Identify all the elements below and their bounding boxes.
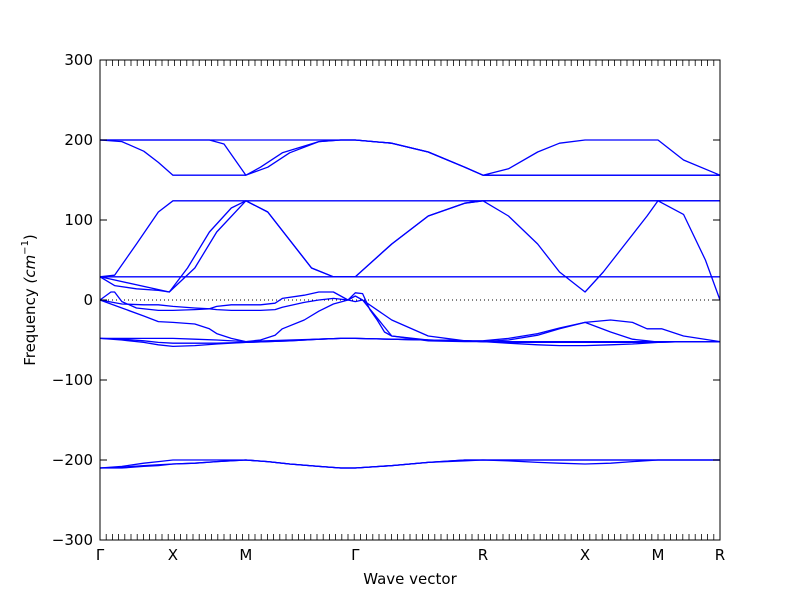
- ticks-layer: [99, 59, 720, 541]
- y-axis-label-unit: (cm: [21, 255, 39, 284]
- y-tick-label: 200: [64, 131, 93, 149]
- phonon-branch-3: [100, 139, 720, 176]
- phonon-branch-7: [99, 200, 721, 301]
- phonon-branch-10: [99, 297, 721, 343]
- phonon-branch-13: [99, 337, 720, 348]
- y-axis-label-main: Frequency: [21, 284, 39, 366]
- phonon-branch-4: [99, 200, 720, 278]
- x-tick-label: Γ: [96, 546, 105, 564]
- phonon-branch-6: [99, 200, 720, 293]
- y-tick-label: 300: [64, 51, 93, 69]
- phonon-branch-5: [100, 200, 720, 293]
- y-tick-label: −200: [52, 451, 93, 469]
- x-tick-label: M: [239, 546, 252, 564]
- x-axis-label: Wave vector: [363, 570, 457, 588]
- phonon-branch-8: [99, 291, 720, 343]
- y-tick-label: 0: [83, 291, 93, 309]
- y-tick-label: −100: [52, 371, 93, 389]
- x-tick-label: X: [168, 546, 178, 564]
- y-tick-label: −300: [52, 531, 93, 549]
- x-tick-label: Γ: [351, 546, 360, 564]
- y-tick-label: 100: [64, 211, 93, 229]
- phonon-branch-1: [100, 139, 720, 176]
- x-tick-label: X: [580, 546, 590, 564]
- x-tick-label: R: [715, 546, 725, 564]
- series-layer: [99, 139, 721, 469]
- y-axis-label: Frequency (cm−1): [20, 234, 39, 366]
- phonon-branch-9: [99, 295, 720, 343]
- x-tick-label: R: [478, 546, 488, 564]
- phonon-branch-16: [100, 459, 720, 469]
- y-axis-label-exp: −1: [20, 240, 31, 255]
- phonon-branch-2: [99, 139, 721, 176]
- x-tick-label: M: [652, 546, 665, 564]
- plot-frame: [99, 59, 721, 541]
- y-axis-label-close: ): [21, 234, 39, 240]
